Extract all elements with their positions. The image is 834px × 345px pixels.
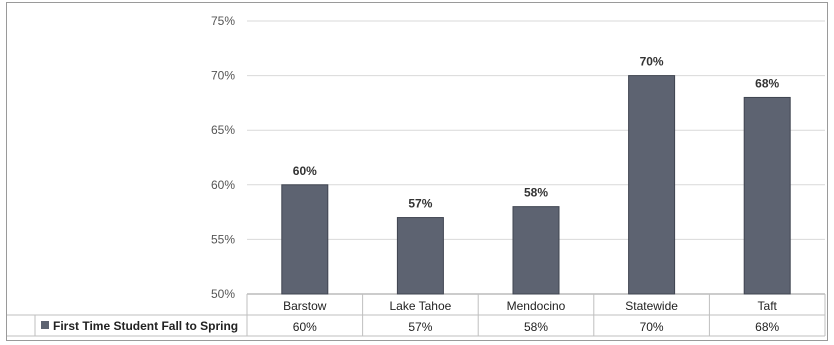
data-label: 70%: [640, 55, 664, 69]
category-label: Mendocino: [507, 299, 566, 313]
data-label: 68%: [755, 76, 779, 90]
y-tick-label: 50%: [211, 287, 235, 301]
category-label: Barstow: [283, 299, 327, 313]
data-label: 58%: [524, 186, 548, 200]
table-value: 58%: [524, 320, 548, 334]
bar: [396, 217, 444, 295]
bar-chart: 75% 70% 65% 60% 55% 50% 60% Barstow 60% 57% Lake T…: [7, 14, 826, 337]
category-label: Lake Tahoe: [389, 299, 451, 313]
bar: [512, 206, 560, 295]
chart-frame: 75% 70% 65% 60% 55% 50% 60% Barstow 60% 57% Lake T…: [6, 2, 828, 341]
data-label: 60%: [293, 164, 317, 178]
y-tick-label: 75%: [211, 14, 235, 28]
y-tick-label: 70%: [211, 69, 235, 83]
data-label: 57%: [408, 197, 432, 211]
table-value: 60%: [293, 320, 317, 334]
series-name: First Time Student Fall to Spring: [53, 319, 238, 333]
bar: [743, 96, 791, 295]
legend-key: [41, 321, 49, 329]
y-tick-label: 65%: [211, 123, 235, 137]
category-label: Taft: [758, 299, 778, 313]
y-tick-label: 60%: [211, 178, 235, 192]
y-tick-label: 55%: [211, 232, 235, 246]
table-value: 57%: [408, 320, 432, 334]
table-value: 68%: [755, 320, 779, 334]
bar: [628, 75, 676, 295]
bar: [281, 184, 329, 295]
category-label: Statewide: [625, 299, 678, 313]
table-value: 70%: [640, 320, 664, 334]
